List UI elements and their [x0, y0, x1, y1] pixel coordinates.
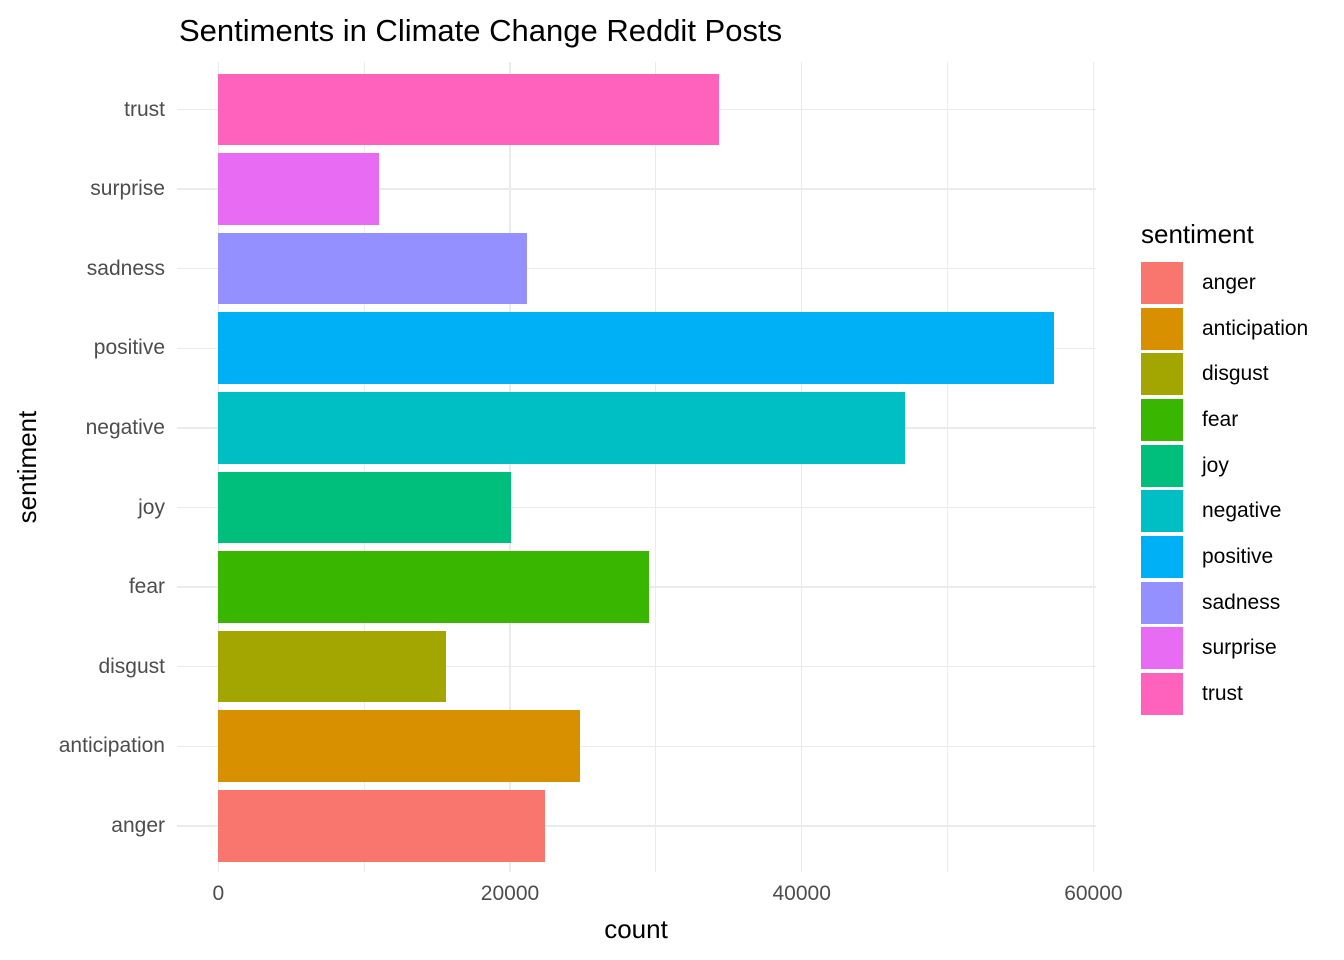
bar-negative: [218, 392, 906, 464]
y-tick-label-sadness: sadness: [86, 256, 165, 280]
legend-label-sadness: sadness: [1202, 590, 1281, 614]
legend-swatch-sadness: [1141, 581, 1183, 624]
x-tick-label-40000: 40000: [772, 882, 831, 905]
bar-sadness: [218, 232, 528, 305]
x-axis-title: count: [604, 914, 668, 944]
legend-swatch-fear: [1141, 398, 1183, 441]
gridline-minor-v: [363, 61, 365, 873]
legend-item-disgust: disgust: [1141, 351, 1308, 397]
bar-disgust: [218, 630, 446, 703]
legend: sentiment anger anticipation disgust fear jo…: [1141, 219, 1308, 717]
legend-item-joy: joy: [1141, 443, 1308, 489]
legend-swatch-anger: [1141, 261, 1183, 304]
gridline-major-v: [217, 61, 220, 873]
legend-swatch-negative: [1141, 490, 1183, 533]
bar-positive: [218, 312, 1055, 385]
legend-title: sentiment: [1141, 219, 1254, 249]
legend-item-anger: anger: [1141, 260, 1308, 306]
legend-label-anger: anger: [1202, 270, 1256, 294]
legend-label-anticipation: anticipation: [1202, 316, 1309, 340]
gridline-major-h: [176, 665, 1096, 668]
legend-item-trust: trust: [1141, 671, 1308, 717]
gridline-major-v: [800, 61, 803, 873]
legend-item-anticipation: anticipation: [1141, 306, 1308, 352]
legend-label-disgust: disgust: [1202, 362, 1269, 386]
legend-swatch-positive: [1141, 535, 1183, 578]
legend-label-positive: positive: [1202, 544, 1274, 568]
x-tick-label-20000: 20000: [480, 882, 540, 905]
legend-items: anger anticipation disgust fear joy negative p…: [1141, 260, 1308, 717]
y-tick-label-joy: joy: [138, 495, 165, 519]
y-tick-label-negative: negative: [85, 415, 165, 439]
gridline-major-v: [1092, 61, 1095, 873]
bar-joy: [218, 471, 512, 544]
gridline-minor-v: [947, 61, 948, 873]
gridline-minor-v: [655, 61, 657, 873]
bar-anger: [218, 790, 545, 862]
gridline-major-h: [176, 745, 1096, 748]
legend-label-surprise: surprise: [1202, 636, 1277, 660]
y-tick-label-anger: anger: [111, 813, 165, 837]
legend-item-surprise: surprise: [1141, 626, 1308, 672]
legend-swatch-joy: [1141, 444, 1183, 487]
legend-swatch-disgust: [1141, 353, 1183, 396]
bar-trust: [218, 73, 719, 146]
gridline-major-h: [176, 825, 1096, 827]
legend-item-sadness: sadness: [1141, 580, 1308, 626]
bar-anticipation: [218, 710, 580, 783]
legend-item-negative: negative: [1141, 488, 1308, 534]
legend-label-fear: fear: [1202, 407, 1239, 431]
y-tick-label-positive: positive: [93, 336, 165, 360]
gridline-major-h: [176, 506, 1096, 509]
bar-surprise: [218, 153, 379, 225]
legend-item-fear: fear: [1141, 397, 1308, 443]
chart-title: Sentiments in Climate Change Reddit Post…: [179, 13, 783, 48]
legend-swatch-anticipation: [1141, 307, 1183, 350]
legend-swatch-trust: [1141, 673, 1183, 716]
y-tick-label-trust: trust: [124, 97, 165, 121]
gridline-major-h: [176, 267, 1096, 270]
gridline-major-v: [509, 61, 511, 873]
legend-swatch-surprise: [1141, 627, 1183, 670]
x-tick-label-0: 0: [212, 882, 225, 905]
x-tick-label-60000: 60000: [1064, 882, 1123, 905]
legend-item-positive: positive: [1141, 534, 1308, 580]
gridline-major-h: [176, 188, 1096, 190]
bar-fear: [218, 551, 649, 623]
legend-label-negative: negative: [1202, 499, 1282, 523]
y-tick-label-surprise: surprise: [90, 177, 165, 201]
y-tick-label-fear: fear: [128, 575, 165, 599]
y-tick-label-anticipation: anticipation: [58, 734, 165, 758]
legend-label-joy: joy: [1202, 453, 1229, 477]
legend-label-trust: trust: [1202, 682, 1243, 706]
plot-panel: [176, 61, 1096, 873]
y-tick-label-disgust: disgust: [98, 654, 165, 678]
